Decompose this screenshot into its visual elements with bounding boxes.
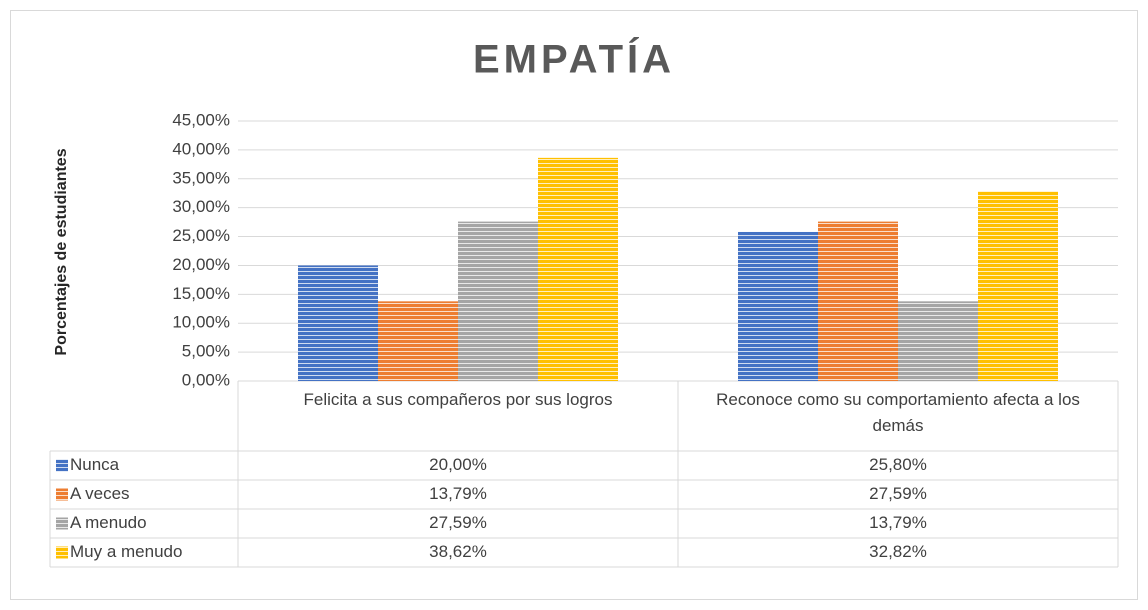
legend-label: A menudo (70, 513, 147, 532)
y-tick-label: 35,00% (172, 168, 230, 187)
y-tick-label: 15,00% (172, 284, 230, 303)
data-label: 20,00% (429, 455, 487, 474)
data-label: 32,82% (869, 542, 927, 561)
category-cell: Felicita a sus compañeros por sus logros (303, 390, 613, 409)
bar (378, 301, 458, 381)
legend-key (56, 517, 68, 530)
y-axis-label: Porcentajes de estudiantes (53, 148, 70, 355)
legend-key (56, 488, 68, 501)
x-tick-label: Felicita a sus compañeros por sus logros (303, 390, 613, 409)
legend-label: Muy a menudo (70, 542, 182, 561)
y-tick-label: 30,00% (172, 197, 230, 216)
bar (738, 231, 818, 381)
y-tick-label: 40,00% (172, 139, 230, 158)
legend-key (56, 546, 68, 559)
bar (298, 265, 378, 381)
bar (458, 221, 538, 381)
data-label: 13,79% (869, 513, 927, 532)
y-tick-label: 25,00% (172, 226, 230, 245)
category-cell: Reconoce como su comportamiento afecta a… (716, 390, 1080, 435)
y-tick-label: 0,00% (182, 370, 230, 389)
bar (818, 221, 898, 381)
chart-title: EMPATÍA (473, 37, 675, 82)
legend-label: A veces (70, 484, 130, 503)
y-tick-label: 10,00% (172, 313, 230, 332)
data-label: 38,62% (429, 542, 487, 561)
data-label: 25,80% (869, 455, 927, 474)
bar (978, 191, 1058, 381)
y-tick-label: 20,00% (172, 255, 230, 274)
y-tick-label: 5,00% (182, 342, 230, 361)
x-tick-label: Reconoce como su comportamiento afecta a… (716, 390, 1080, 435)
bar (538, 157, 618, 381)
legend-label: Nunca (70, 455, 120, 474)
data-label: 27,59% (869, 484, 927, 503)
data-label: 27,59% (429, 513, 487, 532)
bar (898, 301, 978, 381)
y-tick-label: 45,00% (172, 110, 230, 129)
data-label: 13,79% (429, 484, 487, 503)
legend-key (56, 459, 68, 472)
